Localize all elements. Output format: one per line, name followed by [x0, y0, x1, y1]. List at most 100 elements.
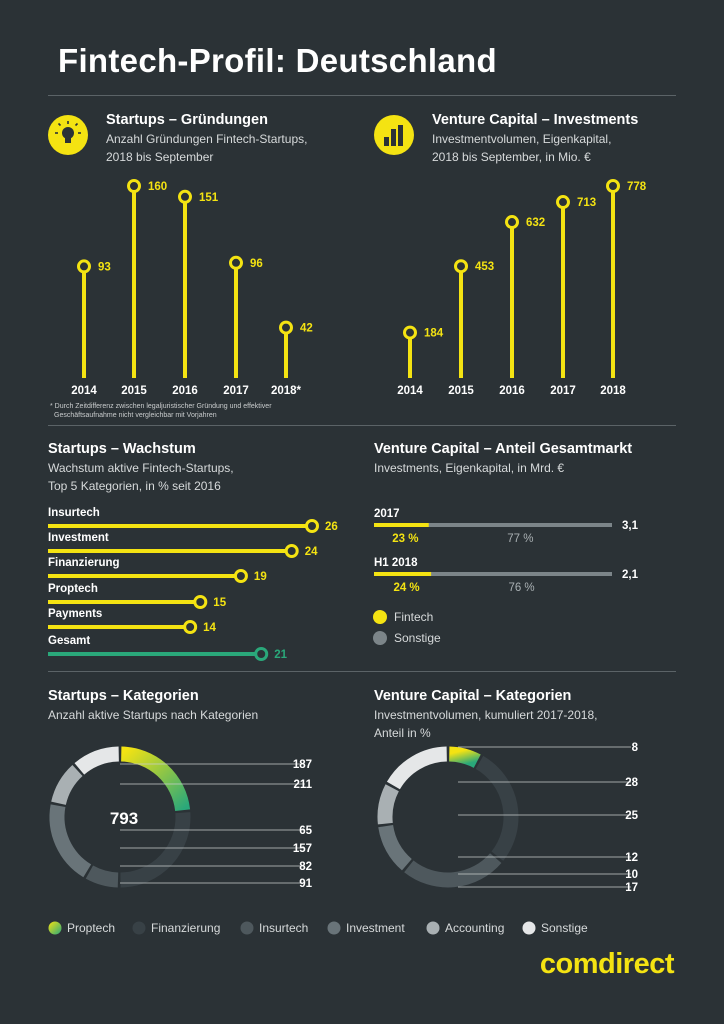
lollipop-head [279, 320, 293, 335]
donut-segment [475, 755, 519, 861]
fintech-share-label: 24 % [393, 582, 419, 594]
other-share-label: 77 % [507, 533, 533, 545]
total-label: 2,1 [622, 569, 639, 581]
section-title: Venture Capital – Investments [432, 112, 639, 128]
coin-stacks-icon [374, 115, 414, 155]
growth-bar-end [254, 647, 269, 661]
data-label: 82 [299, 861, 312, 873]
x-tick-label: 2018* [271, 385, 302, 397]
x-tick-label: 2017 [223, 385, 249, 397]
growth-bar-end [284, 544, 299, 558]
legend-label: Sonstige [394, 631, 441, 645]
legend-swatch [132, 921, 146, 935]
section-subtitle-2: 2018 bis September [106, 150, 214, 164]
section-title: Startups – Kategorien [48, 688, 199, 704]
footnote-line-1: * Durch Zeitdifferenz zwischen legaljuri… [50, 403, 272, 410]
data-label: 96 [250, 258, 263, 270]
section-subtitle-2: Top 5 Kategorien, in % seit 2016 [48, 479, 221, 493]
section-title: Startups – Wachstum [48, 441, 196, 457]
data-label: 28 [625, 777, 638, 789]
data-label: 93 [98, 261, 111, 273]
legend-swatch [48, 921, 62, 935]
data-label: 14 [203, 622, 216, 634]
vc-market-share-chart: 2017 3,1 23 % 77 % H1 2018 2,1 24 % 76 % [374, 508, 639, 594]
footnote: * Durch Zeitdifferenz zwischen legaljuri… [50, 402, 272, 420]
section-subtitle-2: 2018 bis September, in Mio. € [432, 150, 591, 164]
legend-label: Accounting [445, 921, 504, 935]
fintech-share-label: 23 % [392, 533, 418, 545]
lightbulb-icon [48, 115, 88, 155]
legend-swatch [426, 921, 440, 935]
section-title: Venture Capital – Kategorien [374, 688, 572, 704]
data-label: 211 [293, 779, 312, 791]
x-tick-label: 2016 [499, 385, 525, 397]
lollipop-head [556, 195, 570, 210]
data-label: 8 [632, 742, 639, 754]
category-label: Finanzierung [48, 557, 120, 569]
growth-bar-end [305, 519, 319, 533]
legend-label: Proptech [67, 921, 115, 935]
divider [48, 425, 676, 426]
lollipop-head [454, 259, 468, 274]
startups-growth-chart: Insurtech 26 Investment 24 Finanzierung 19 Pro… [48, 507, 338, 661]
startups-categories-header: Startups – Kategorien Anzahl aktive Star… [48, 688, 258, 724]
data-label: 713 [577, 197, 596, 209]
data-label: 21 [274, 649, 287, 661]
data-label: 778 [627, 181, 647, 193]
category-label: Insurtech [48, 507, 100, 519]
period-label: H1 2018 [374, 557, 418, 569]
vc-market-share-header: Venture Capital – Anteil Gesamtmarkt Inv… [374, 441, 632, 477]
section-subtitle-1: Anzahl Gründungen Fintech-Startups, [106, 132, 308, 146]
donut-segment [120, 812, 191, 888]
section-title: Startups – Gründungen [106, 112, 268, 128]
section-subtitle-1: Wachstum aktive Fintech-Startups, [48, 461, 234, 475]
donut-segment [49, 804, 92, 878]
growth-bar-end [193, 595, 208, 609]
donut-segment [378, 824, 413, 871]
legend-label: Investment [346, 921, 405, 935]
legend-label: Finanzierung [151, 921, 220, 935]
data-label: 12 [625, 852, 638, 864]
vc-investments-header: Venture Capital – Investments Investment… [432, 112, 638, 166]
growth-bar-end [233, 569, 248, 583]
donut-segment [85, 865, 119, 888]
legend-swatch [373, 631, 387, 645]
section-subtitle-1: Investmentvolumen, kumuliert 2017-2018, [374, 708, 598, 722]
category-legend: Proptech Finanzierung Insurtech Investment A… [48, 921, 588, 935]
data-label: 24 [305, 546, 318, 558]
legend-fintech: Fintech [373, 610, 433, 624]
x-tick-label: 2016 [172, 385, 198, 397]
total-label: 3,1 [622, 520, 639, 532]
x-tick-label: 2018 [600, 385, 626, 397]
x-tick-label: 2017 [550, 385, 576, 397]
page-title: Fintech-Profil: Deutschland [58, 42, 497, 79]
startups-growth-header: Startups – Wachstum Wachstum aktive Fint… [48, 441, 234, 495]
startups-categories-donut: 187 211 65 157 82 91 793 [49, 746, 313, 890]
category-label: Payments [48, 608, 102, 620]
category-label: Gesamt [48, 635, 90, 647]
fintech-share-bar [374, 523, 429, 527]
donut-segment [51, 764, 83, 806]
data-label: 160 [148, 181, 167, 193]
data-label: 17 [625, 882, 638, 894]
lollipop-head [403, 325, 417, 340]
lollipop-head [127, 179, 141, 193]
section-subtitle-1: Anzahl aktive Startups nach Kategorien [48, 708, 259, 722]
footnote-line-2: Geschäftsaufnahme nicht vergleichbar mit… [54, 412, 217, 419]
data-label: 184 [424, 328, 444, 340]
lollipop-head [229, 255, 243, 270]
data-label: 25 [625, 810, 638, 822]
x-tick-label: 2014 [397, 385, 423, 397]
x-tick-label: 2015 [448, 385, 474, 397]
section-subtitle-1: Investments, Eigenkapital, in Mrd. € [374, 461, 565, 475]
legend-swatch [522, 921, 536, 935]
divider [48, 671, 676, 672]
startups-founding-chart: 93 2014 160 2015 151 2016 96 2017 42 2018* [71, 179, 313, 397]
comdirect-logo: comdirect [539, 948, 675, 980]
legend-label: Sonstige [541, 921, 588, 935]
startups-founding-header: Startups – Gründungen Anzahl Gründungen … [106, 112, 307, 166]
donut-segment [120, 746, 191, 812]
donut-segment [377, 784, 399, 825]
legend-swatch [240, 921, 254, 935]
